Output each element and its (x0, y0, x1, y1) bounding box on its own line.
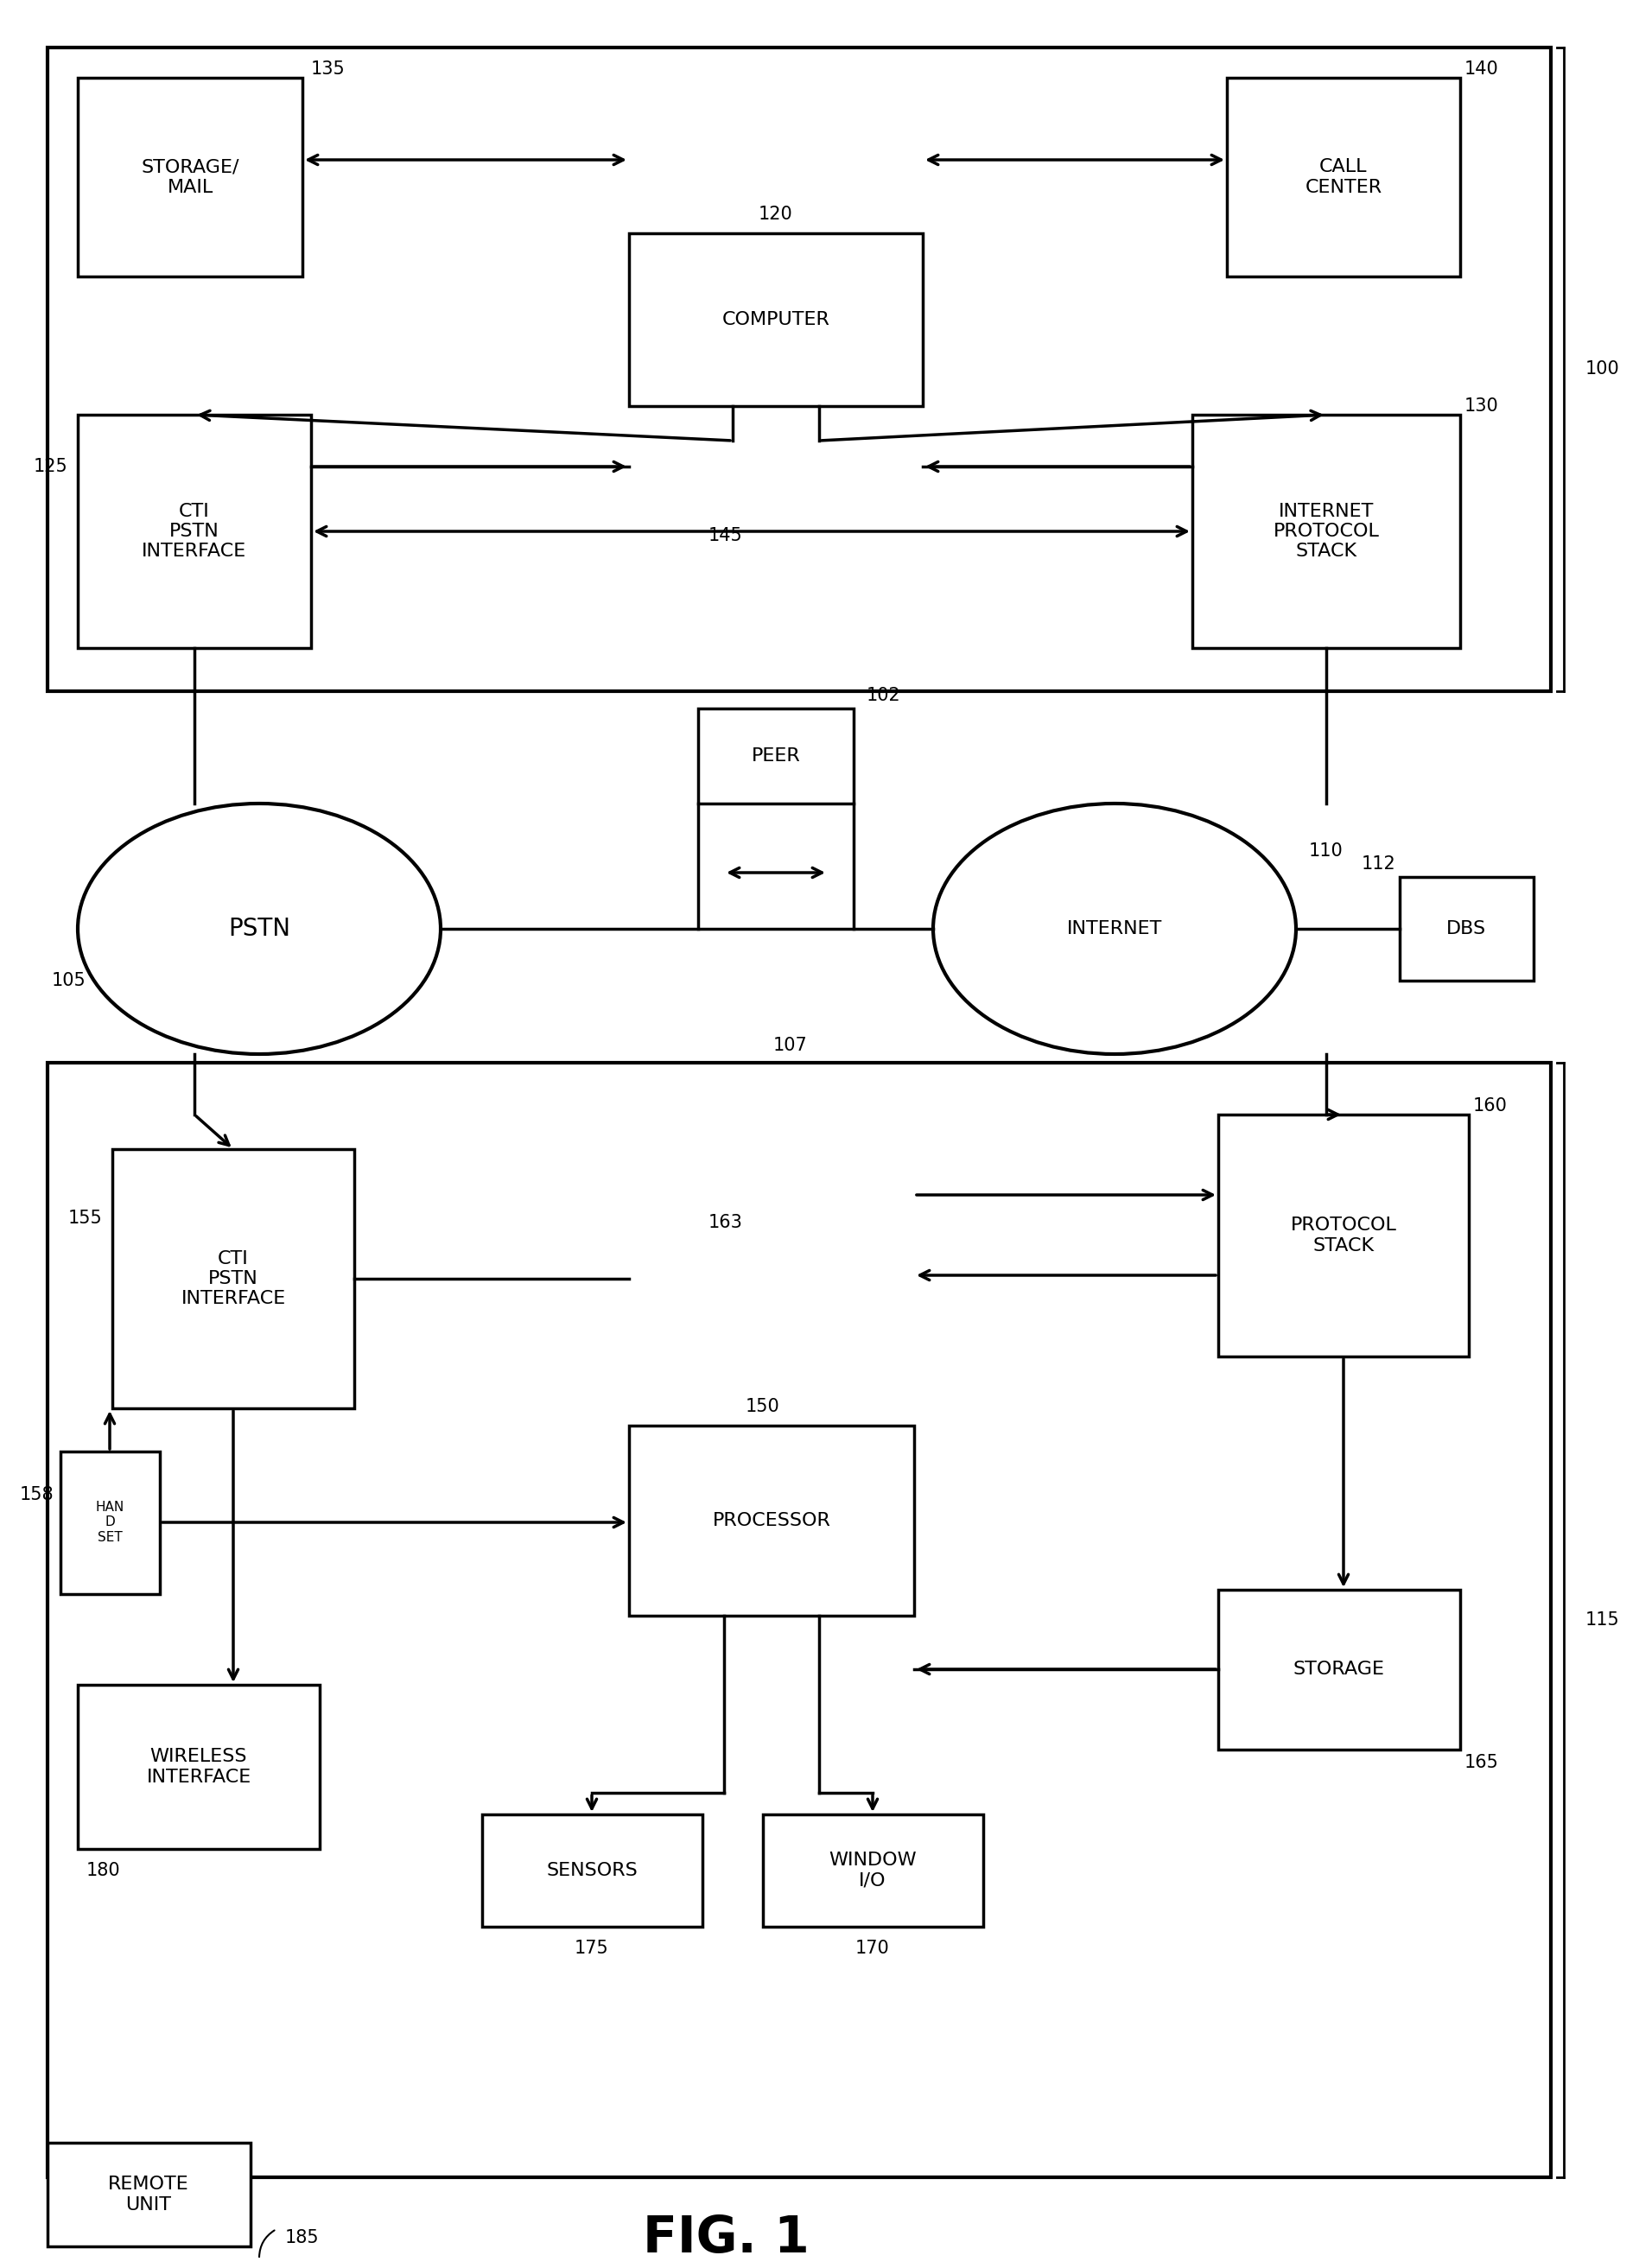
Text: PEER: PEER (751, 748, 800, 764)
Text: CTI
PSTN
INTERFACE: CTI PSTN INTERFACE (143, 503, 247, 560)
Text: REMOTE
UNIT: REMOTE UNIT (108, 2175, 188, 2214)
Text: 163: 163 (708, 1213, 742, 1232)
Text: DBS: DBS (1446, 921, 1487, 937)
FancyBboxPatch shape (629, 1427, 915, 1615)
Text: 155: 155 (67, 1209, 102, 1227)
FancyBboxPatch shape (113, 1150, 354, 1408)
Ellipse shape (77, 803, 441, 1055)
FancyBboxPatch shape (1192, 415, 1460, 649)
Text: COMPUTER: COMPUTER (721, 311, 829, 329)
Text: 100: 100 (1585, 361, 1619, 376)
FancyBboxPatch shape (762, 1814, 983, 1928)
Text: 130: 130 (1465, 397, 1498, 415)
FancyBboxPatch shape (77, 415, 311, 649)
Text: 170: 170 (856, 1939, 890, 1957)
Text: 150: 150 (746, 1397, 780, 1415)
Text: STORAGE: STORAGE (1293, 1660, 1385, 1678)
FancyBboxPatch shape (1218, 1590, 1460, 1749)
Text: 107: 107 (774, 1036, 808, 1055)
Text: INTERNET
PROTOCOL
STACK: INTERNET PROTOCOL STACK (1274, 503, 1380, 560)
FancyBboxPatch shape (48, 48, 1550, 692)
FancyBboxPatch shape (48, 1064, 1550, 2177)
FancyBboxPatch shape (482, 1814, 703, 1928)
Text: PROTOCOL
STACK: PROTOCOL STACK (1290, 1218, 1396, 1254)
Text: 140: 140 (1465, 61, 1498, 77)
Text: 185: 185 (285, 2229, 320, 2245)
Text: 115: 115 (1585, 1610, 1619, 1628)
Text: 145: 145 (708, 526, 742, 544)
FancyBboxPatch shape (61, 1452, 161, 1594)
Text: 120: 120 (759, 206, 793, 222)
Text: FIG. 1: FIG. 1 (642, 2214, 810, 2263)
FancyBboxPatch shape (1218, 1114, 1469, 1356)
Text: 158: 158 (20, 1486, 54, 1504)
Text: 110: 110 (1310, 841, 1344, 860)
Text: 135: 135 (311, 61, 346, 77)
Text: 125: 125 (33, 458, 67, 476)
FancyBboxPatch shape (77, 1685, 320, 1848)
FancyBboxPatch shape (48, 2143, 251, 2245)
Text: 165: 165 (1465, 1753, 1500, 1771)
Text: PSTN: PSTN (228, 916, 290, 941)
Text: CTI
PSTN
INTERFACE: CTI PSTN INTERFACE (180, 1250, 285, 1306)
Text: 112: 112 (1360, 855, 1395, 873)
Text: SENSORS: SENSORS (546, 1862, 638, 1880)
Text: WIRELESS
INTERFACE: WIRELESS INTERFACE (146, 1749, 251, 1785)
Text: INTERNET: INTERNET (1067, 921, 1162, 937)
FancyBboxPatch shape (1228, 77, 1460, 277)
Text: 175: 175 (575, 1939, 610, 1957)
Text: HAN
D
SET: HAN D SET (95, 1501, 125, 1545)
FancyBboxPatch shape (698, 708, 854, 803)
Text: WINDOW
I/O: WINDOW I/O (829, 1853, 916, 1889)
Text: CALL
CENTER: CALL CENTER (1305, 159, 1382, 195)
Text: 105: 105 (52, 973, 87, 989)
Ellipse shape (933, 803, 1296, 1055)
Text: 160: 160 (1473, 1098, 1508, 1114)
Text: 180: 180 (87, 1862, 121, 1880)
Text: STORAGE/
MAIL: STORAGE/ MAIL (141, 159, 239, 195)
FancyBboxPatch shape (629, 234, 923, 406)
Text: PROCESSOR: PROCESSOR (713, 1513, 831, 1529)
FancyBboxPatch shape (1400, 878, 1534, 980)
FancyBboxPatch shape (77, 77, 303, 277)
Text: 102: 102 (867, 687, 901, 703)
